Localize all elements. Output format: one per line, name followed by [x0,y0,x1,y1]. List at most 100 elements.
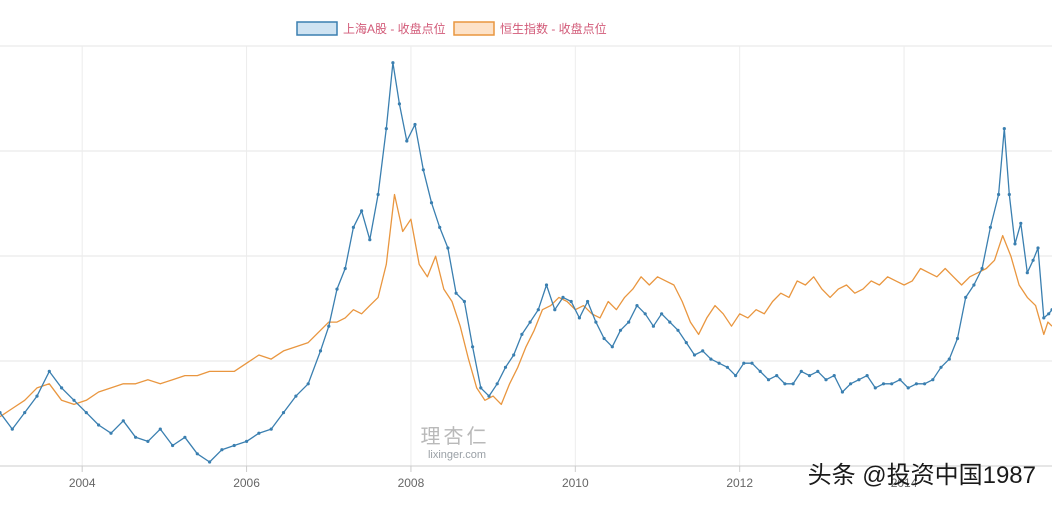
data-point[interactable] [1036,246,1040,250]
data-point[interactable] [1031,258,1035,262]
data-point[interactable] [734,374,738,378]
data-point[interactable] [980,266,984,271]
data-point[interactable] [660,312,664,316]
data-point[interactable] [701,349,705,353]
data-point[interactable] [569,299,573,304]
data-point[interactable] [742,361,746,365]
data-point[interactable] [947,357,951,361]
data-point[interactable] [997,192,1001,197]
data-point[interactable] [988,225,993,229]
data-point[interactable] [327,324,331,328]
data-point[interactable] [438,225,442,229]
data-point[interactable] [1025,271,1029,275]
data-point[interactable] [1002,127,1006,131]
data-point[interactable] [939,365,943,369]
data-point[interactable] [421,168,425,172]
data-point[interactable] [717,361,721,365]
data-point[interactable] [232,443,236,448]
data-point[interactable] [561,295,565,299]
data-point[interactable] [35,394,39,398]
data-point[interactable] [195,452,199,456]
data-point[interactable] [553,308,557,312]
data-point[interactable] [462,299,466,304]
data-point[interactable] [651,324,656,328]
data-point[interactable] [171,443,175,448]
data-point[interactable] [384,127,388,131]
data-point[interactable] [1047,312,1051,316]
legend[interactable]: 上海A股 - 收盘点位 恒生指数 - 收盘点位 [296,21,607,36]
data-point[interactable] [503,365,508,369]
data-point[interactable] [351,225,355,229]
legend-item-0[interactable]: 上海A股 - 收盘点位 [296,21,446,36]
data-point[interactable] [413,122,417,127]
data-point[interactable] [121,419,125,423]
data-point[interactable] [109,431,113,435]
data-point[interactable] [520,332,524,336]
data-point[interactable] [446,246,450,250]
data-point[interactable] [0,411,2,415]
data-point[interactable] [766,378,771,382]
data-point[interactable] [684,341,688,345]
data-point[interactable] [873,386,877,390]
data-point[interactable] [391,61,395,65]
data-point[interactable] [536,308,540,312]
data-point[interactable] [1042,316,1046,320]
data-point[interactable] [376,192,380,197]
data-point[interactable] [840,390,845,394]
data-point[interactable] [881,382,886,386]
data-point[interactable] [544,283,549,287]
data-point[interactable] [471,345,475,349]
data-point[interactable] [479,386,483,390]
data-point[interactable] [495,382,499,386]
legend-item-1[interactable]: 恒生指数 - 收盘点位 [453,21,607,36]
data-point[interactable] [134,435,138,439]
data-point[interactable] [668,320,672,324]
data-point[interactable] [72,398,76,402]
data-point[interactable] [610,345,614,349]
data-point[interactable] [335,287,339,291]
data-point[interactable] [832,374,836,378]
data-point[interactable] [1013,242,1017,246]
data-point[interactable] [10,427,14,431]
data-point[interactable] [269,427,273,431]
data-point[interactable] [577,316,582,320]
data-point[interactable] [343,266,347,271]
data-point[interactable] [84,411,88,415]
data-point[interactable] [775,374,779,378]
data-point[interactable] [857,378,861,382]
data-point[interactable] [964,295,968,299]
data-point[interactable] [318,349,323,353]
data-point[interactable] [594,320,598,324]
data-point[interactable] [955,336,960,341]
data-point[interactable] [816,369,820,373]
data-point[interactable] [397,102,401,106]
data-point[interactable] [643,312,647,316]
data-point[interactable] [487,394,491,398]
data-point[interactable] [758,369,762,373]
data-point[interactable] [47,369,51,373]
data-point[interactable] [257,431,261,435]
data-point[interactable] [923,382,927,386]
data-point[interactable] [208,460,212,464]
data-point[interactable] [586,299,590,304]
data-point[interactable] [294,394,298,398]
data-point[interactable] [97,423,101,427]
data-point[interactable] [528,320,532,324]
data-point[interactable] [709,357,713,361]
data-point[interactable] [635,304,639,308]
data-point[interactable] [972,283,976,287]
data-point[interactable] [849,382,853,386]
data-point[interactable] [807,374,812,378]
data-point[interactable] [799,369,803,373]
data-point[interactable] [898,378,902,382]
data-point[interactable] [512,353,516,357]
data-point[interactable] [791,382,795,386]
data-point[interactable] [1019,221,1023,225]
data-point[interactable] [405,139,409,143]
data-point[interactable] [627,320,631,324]
data-point[interactable] [281,411,286,415]
data-point[interactable] [1007,192,1011,197]
data-point[interactable] [146,439,150,443]
data-point[interactable] [368,238,372,242]
data-point[interactable] [454,291,458,295]
